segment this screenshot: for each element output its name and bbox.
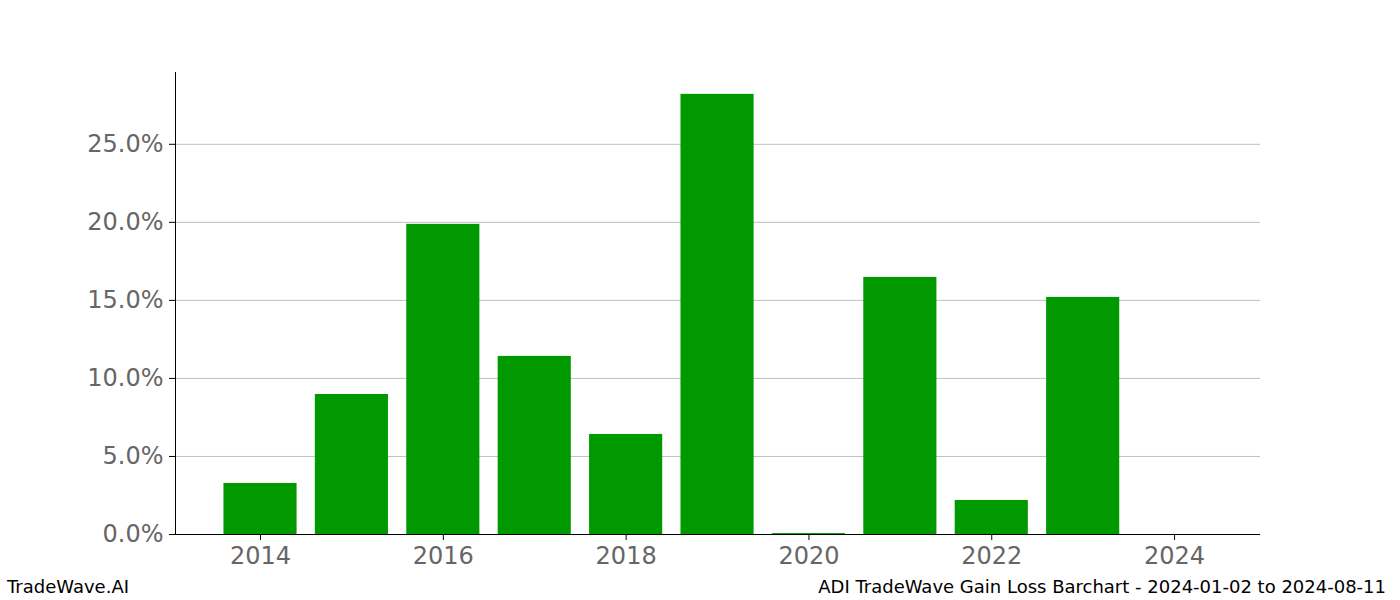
svg-text:2022: 2022: [961, 542, 1022, 570]
svg-text:5.0%: 5.0%: [103, 442, 164, 470]
svg-text:25.0%: 25.0%: [87, 130, 163, 158]
svg-text:2020: 2020: [778, 542, 839, 570]
svg-text:0.0%: 0.0%: [103, 520, 164, 548]
svg-text:20.0%: 20.0%: [87, 208, 163, 236]
svg-text:2014: 2014: [230, 542, 291, 570]
svg-text:2018: 2018: [596, 542, 657, 570]
svg-text:2016: 2016: [413, 542, 474, 570]
html-text:ADI TradeWave Gain Loss Barcha: ADI TradeWave Gain Loss Barchart - 2024-…: [818, 576, 1386, 597]
svg-text:10.0%: 10.0%: [87, 364, 163, 392]
svg-text:2024: 2024: [1144, 542, 1205, 570]
html-text:TradeWave.AI: TradeWave.AI: [7, 576, 129, 597]
svg-text:15.0%: 15.0%: [87, 286, 163, 314]
